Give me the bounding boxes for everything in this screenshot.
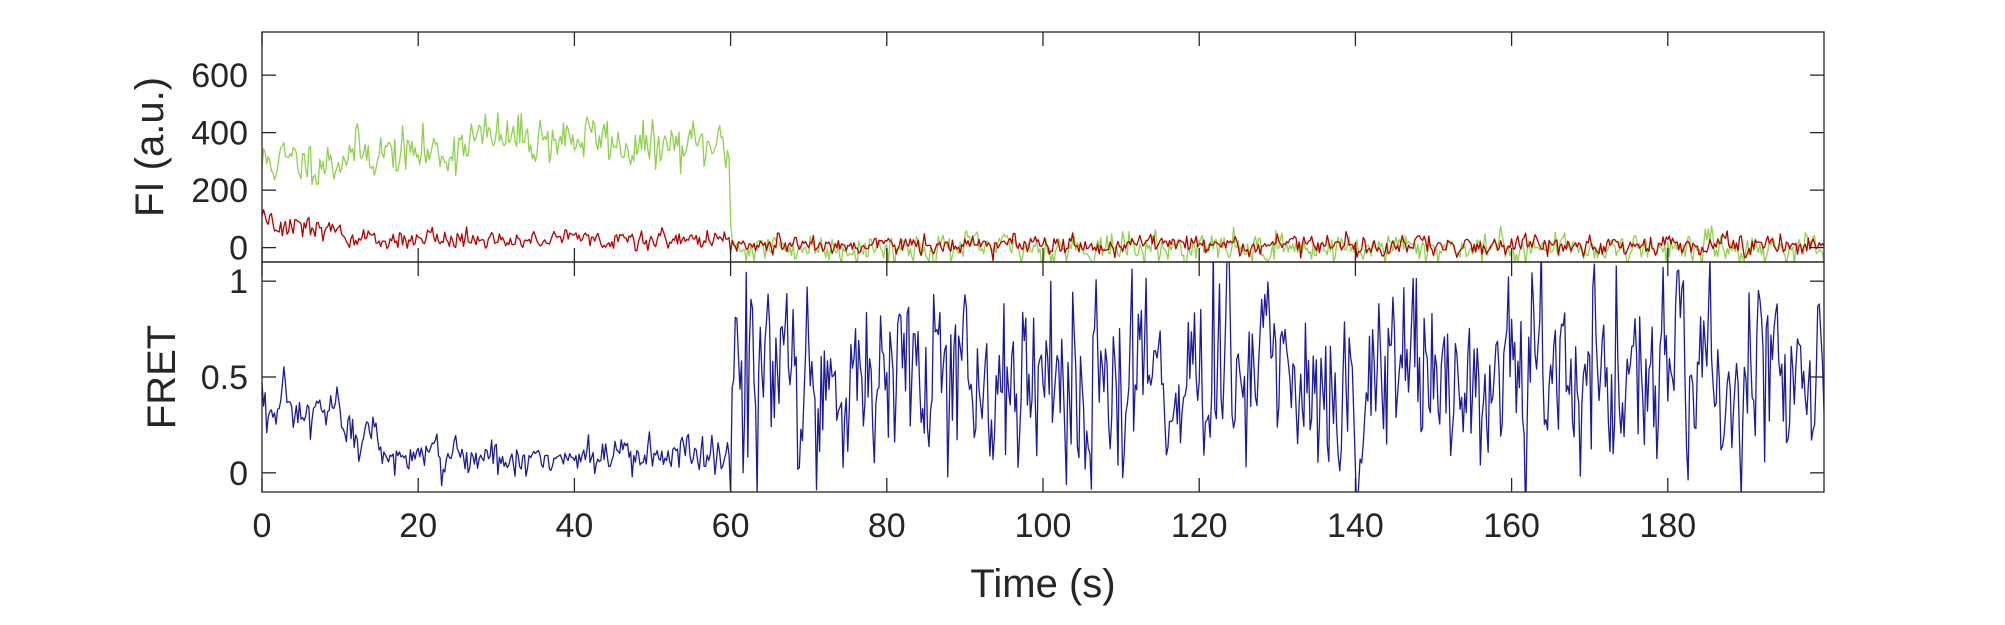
y-tick-label: 0 bbox=[229, 455, 248, 493]
x-tick-label: 60 bbox=[712, 507, 750, 545]
x-tick-label: 120 bbox=[1171, 507, 1228, 545]
x-tick-label: 160 bbox=[1483, 507, 1540, 545]
trace-series-0-1 bbox=[262, 209, 1824, 262]
fluorescence-x-ticks bbox=[261, 32, 1669, 262]
x-tick-label: 100 bbox=[1015, 507, 1072, 545]
fluorescence-y-axis: 0 200 400 600 bbox=[191, 57, 1824, 268]
time-x-axis-label: Time (s) bbox=[970, 562, 1115, 606]
fret-panel: 00.51 0 20 40 60 80 100 120 140 160 180 FRET Time… bbox=[140, 261, 1825, 606]
fret-y-axis-label: FRET bbox=[140, 325, 184, 429]
x-tick-label: 40 bbox=[555, 507, 593, 545]
fret-y-axis: 00.51 bbox=[201, 263, 1824, 493]
fluorescence-panel: 0 200 400 600 FI (a.u.) bbox=[128, 31, 1825, 268]
y-tick-label: 1 bbox=[229, 263, 248, 301]
fluorescence-y-axis-label: FI (a.u.) bbox=[128, 77, 172, 217]
fluorescence-axes-frame bbox=[261, 31, 1825, 263]
y-tick-label: 400 bbox=[191, 115, 248, 153]
y-tick-label: 200 bbox=[191, 172, 248, 210]
x-tick-label: 180 bbox=[1639, 507, 1696, 545]
fret-x-axis: 0 20 40 60 80 100 120 140 160 180 bbox=[253, 262, 1696, 545]
y-tick-label: 0.5 bbox=[201, 359, 248, 397]
fret-traces bbox=[262, 262, 1824, 492]
trace-series-0-0 bbox=[262, 112, 1824, 262]
y-tick-label: 600 bbox=[191, 57, 248, 95]
x-tick-label: 140 bbox=[1327, 507, 1384, 545]
fret-axes-frame bbox=[261, 261, 1825, 493]
x-tick-label: 20 bbox=[399, 507, 437, 545]
x-tick-label: 0 bbox=[253, 507, 272, 545]
trace-series-1-0 bbox=[262, 262, 1824, 492]
y-tick-label: 0 bbox=[229, 230, 248, 268]
x-tick-label: 80 bbox=[868, 507, 906, 545]
fluorescence-traces bbox=[262, 112, 1824, 262]
